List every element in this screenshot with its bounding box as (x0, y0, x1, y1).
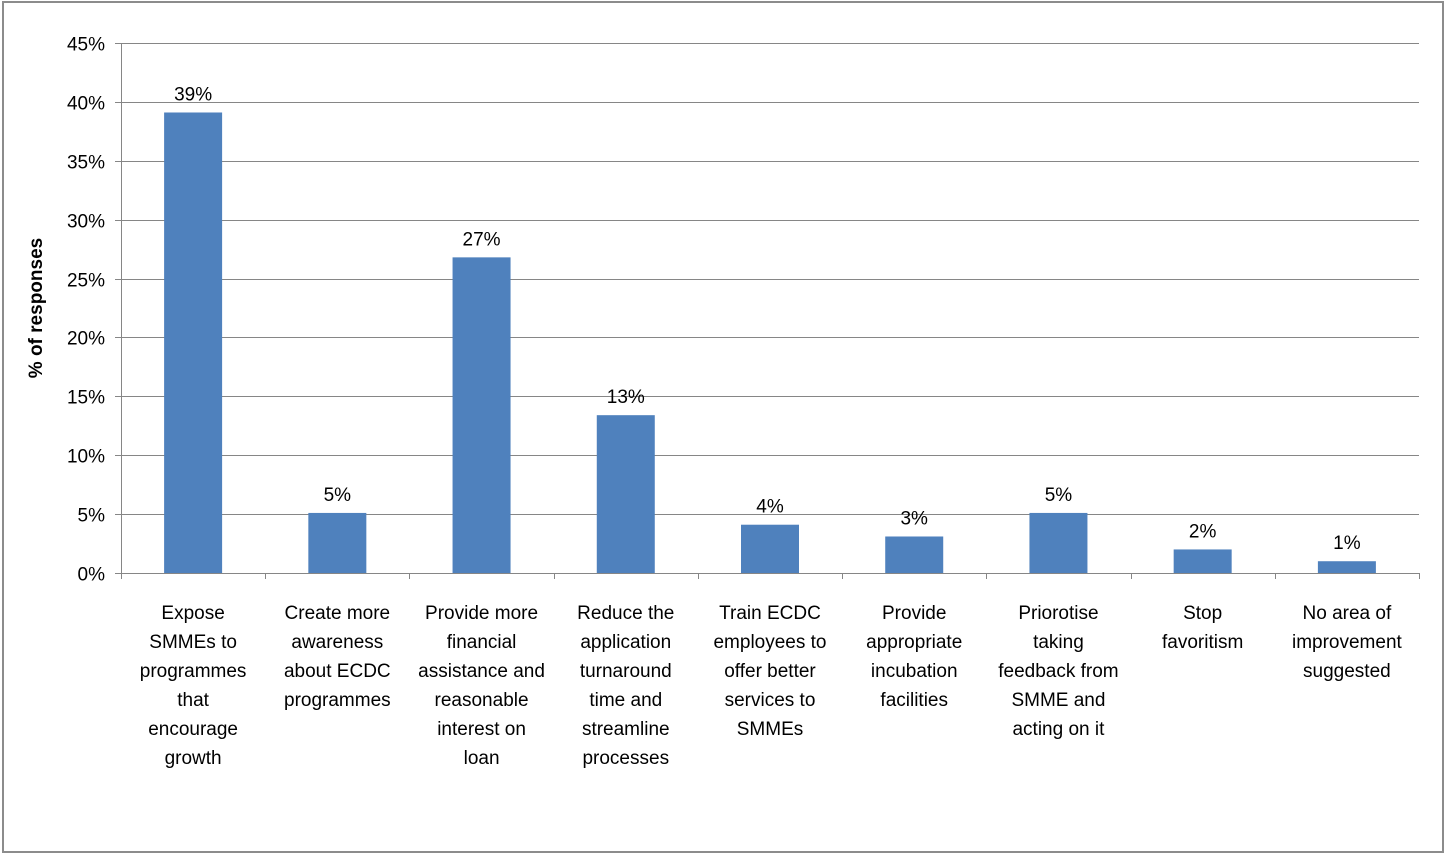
x-category-label-line: Create more (285, 603, 391, 624)
bar (1173, 549, 1232, 573)
labels: 0% 5% 10% 15% 20% 25% 30% 35% 40% 45% 39% Expose SMM… (67, 35, 1403, 770)
x-category-label-line: Provide (882, 603, 946, 624)
x-category-label: Create more awareness about ECDC programmes (284, 603, 391, 711)
data-label: 5% (324, 485, 352, 506)
x-category-label-line: application (580, 632, 671, 653)
y-axis-title: % of responses (26, 238, 47, 378)
x-category-label-line: encourage (148, 719, 238, 740)
x-category-label-line: Priorotise (1018, 603, 1098, 624)
axes (115, 43, 1420, 579)
y-tick-label: 15% (67, 388, 105, 409)
x-category-label: Stop favoritism (1162, 603, 1243, 653)
y-tick-label: 45% (67, 35, 105, 56)
x-category-label-line: acting on it (1012, 719, 1105, 740)
data-label: 5% (1045, 485, 1073, 506)
x-category-label-line: SMMEs (737, 719, 804, 740)
x-category-label: Reduce the application turnaround time and s… (577, 603, 674, 769)
x-category-label-line: financial (447, 632, 517, 653)
x-category-label-line: SMMEs to (149, 632, 237, 653)
x-category-label-line: taking (1033, 632, 1084, 653)
data-label: 39% (174, 84, 212, 105)
x-category-label-line: incubation (871, 661, 958, 682)
y-tick-label: 35% (67, 153, 105, 174)
bar (1029, 512, 1088, 573)
x-category-label-line: Expose (161, 603, 224, 624)
x-category-label-line: improvement (1292, 632, 1403, 653)
y-tick-label: 20% (67, 329, 105, 350)
y-tick-label: 10% (67, 447, 105, 468)
x-category-label-line: suggested (1303, 661, 1391, 682)
bar (741, 524, 799, 573)
x-category-label-line: programmes (284, 690, 391, 711)
x-category-label-line: growth (165, 748, 222, 769)
x-category-label-line: loan (464, 748, 500, 769)
data-label: 3% (900, 508, 928, 529)
x-category-label-line: offer better (724, 661, 816, 682)
x-category-label: Provide more financial assistance and reaso… (418, 603, 545, 769)
x-category-label-line: Train ECDC (719, 603, 821, 624)
bar (452, 257, 511, 573)
bar (1317, 561, 1376, 573)
x-category-label-line: favoritism (1162, 632, 1243, 653)
y-tick-label: 30% (67, 212, 105, 233)
x-category-label: No area of improvement suggested (1292, 603, 1403, 682)
x-category-label-line: processes (582, 748, 669, 769)
data-label: 4% (756, 497, 784, 518)
y-tick-label: 25% (67, 271, 105, 292)
data-label: 2% (1189, 521, 1217, 542)
x-category-label-line: time and (589, 690, 662, 711)
x-category-label-line: services to (725, 690, 816, 711)
y-tick-label: 40% (67, 94, 105, 115)
x-category-label-line: Stop (1183, 603, 1222, 624)
x-category-label-line: turnaround (580, 661, 672, 682)
x-category-label-line: facilities (880, 690, 948, 711)
bar (596, 415, 655, 573)
x-category-label-line: employees to (713, 632, 826, 653)
x-category-label-line: assistance and (418, 661, 545, 682)
x-category-label-line: about ECDC (284, 661, 391, 682)
data-label: 1% (1333, 533, 1361, 554)
x-category-label: Train ECDC employees to offer better servic… (713, 603, 826, 740)
x-category-label-line: No area of (1303, 603, 1392, 624)
x-category-label: Expose SMMEs to programmes that encourage gro… (140, 603, 247, 769)
data-label: 13% (607, 387, 645, 408)
x-category-label: Provide appropriate incubation facilities (866, 603, 962, 711)
bars (164, 112, 1376, 573)
y-tick-label: 0% (78, 565, 106, 586)
x-category-label-line: Provide more (425, 603, 538, 624)
x-category-label-line: that (177, 690, 209, 711)
x-category-label-line: streamline (582, 719, 670, 740)
x-category-label: Priorotise taking feedback from SMME and act… (998, 603, 1118, 740)
y-tick-label: 5% (78, 506, 106, 527)
x-category-label-line: Reduce the (577, 603, 674, 624)
x-category-label-line: SMME and (1011, 690, 1105, 711)
x-category-label-line: interest on (437, 719, 526, 740)
bar (308, 512, 367, 573)
bar (885, 536, 944, 573)
gridlines (121, 43, 1419, 515)
bar (164, 112, 223, 573)
x-category-label-line: awareness (291, 632, 383, 653)
x-category-label-line: reasonable (435, 690, 529, 711)
x-category-label-line: appropriate (866, 632, 962, 653)
x-category-label-line: programmes (140, 661, 247, 682)
x-category-label-line: feedback from (998, 661, 1118, 682)
data-label: 27% (463, 229, 501, 250)
